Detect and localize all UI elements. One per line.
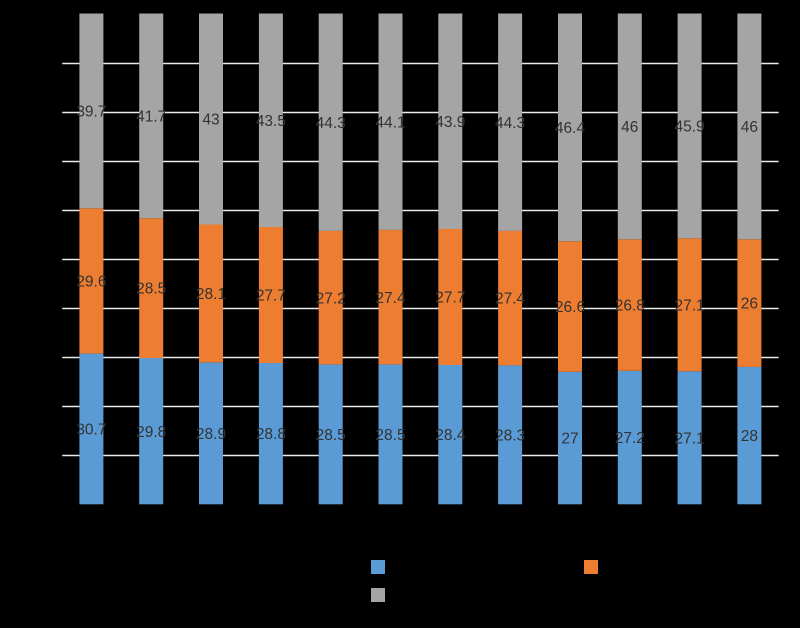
svg-text:27.7: 27.7: [256, 288, 286, 305]
svg-text:45.9: 45.9: [675, 119, 705, 136]
svg-text:27.2: 27.2: [615, 430, 645, 447]
svg-text:28.1: 28.1: [196, 286, 226, 303]
svg-text:30.7: 30.7: [76, 422, 106, 439]
svg-text:43.9: 43.9: [435, 114, 465, 131]
svg-text:44.1: 44.1: [375, 114, 405, 131]
svg-text:27.4: 27.4: [495, 291, 526, 308]
svg-text:27: 27: [561, 431, 578, 448]
svg-text:46.4: 46.4: [555, 120, 586, 137]
svg-text:43.5: 43.5: [256, 113, 286, 130]
svg-text:28.8: 28.8: [256, 426, 286, 443]
svg-text:26: 26: [741, 296, 758, 313]
svg-text:39.7: 39.7: [76, 104, 106, 121]
svg-text:27.7: 27.7: [435, 290, 465, 307]
svg-text:28.4: 28.4: [435, 427, 466, 444]
svg-text:27.1: 27.1: [675, 430, 705, 447]
svg-text:28.5: 28.5: [136, 281, 166, 298]
svg-text:29.8: 29.8: [136, 424, 166, 441]
svg-text:44.3: 44.3: [316, 115, 346, 132]
svg-text:28.3: 28.3: [495, 427, 525, 444]
svg-text:46: 46: [621, 119, 638, 136]
svg-text:26.8: 26.8: [615, 298, 645, 315]
svg-text:28: 28: [741, 428, 758, 445]
svg-text:43: 43: [202, 112, 219, 129]
svg-text:44.3: 44.3: [495, 115, 525, 132]
svg-text:27.1: 27.1: [675, 297, 705, 314]
svg-text:29.6: 29.6: [76, 274, 106, 291]
svg-text:27.4: 27.4: [375, 290, 406, 307]
svg-text:46: 46: [741, 119, 758, 136]
svg-text:28.9: 28.9: [196, 426, 226, 443]
svg-text:41.7: 41.7: [136, 108, 166, 125]
svg-text:27.2: 27.2: [316, 290, 346, 307]
svg-text:28.5: 28.5: [316, 427, 346, 444]
svg-text:26.6: 26.6: [555, 299, 585, 316]
svg-text:28.5: 28.5: [375, 427, 405, 444]
